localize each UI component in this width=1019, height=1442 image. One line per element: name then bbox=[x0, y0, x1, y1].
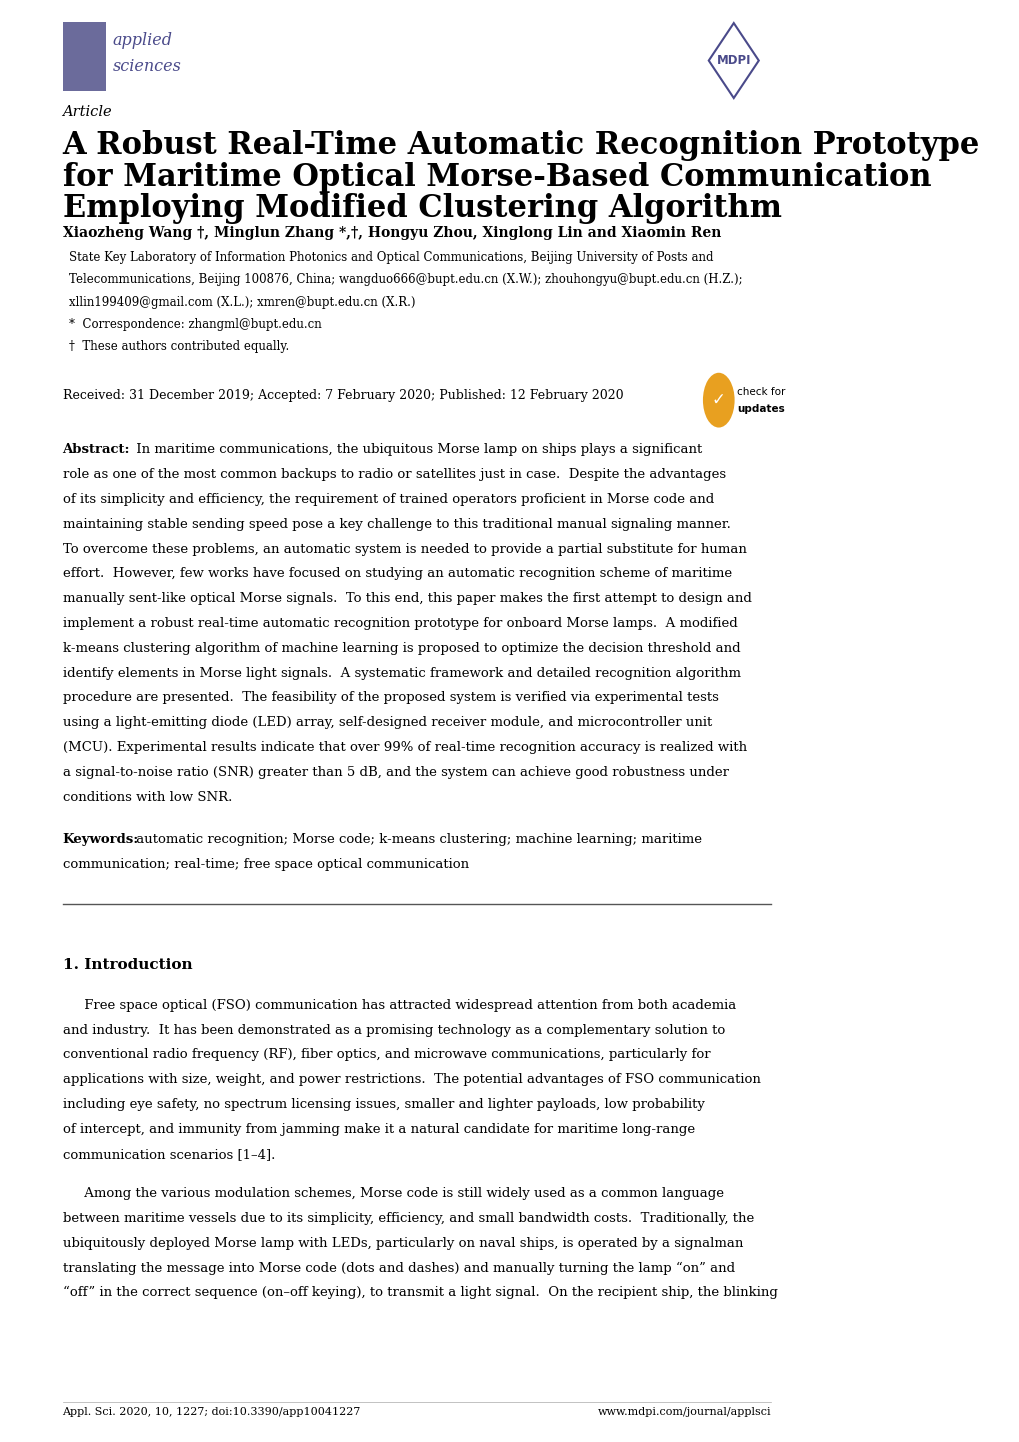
Text: translating the message into Morse code (dots and dashes) and manually turning t: translating the message into Morse code … bbox=[62, 1262, 734, 1275]
Text: of its simplicity and efficiency, the requirement of trained operators proficien: of its simplicity and efficiency, the re… bbox=[62, 493, 713, 506]
Text: sciences: sciences bbox=[112, 58, 181, 75]
Text: role as one of the most common backups to radio or satellites just in case.  Des: role as one of the most common backups t… bbox=[62, 469, 725, 482]
Text: of intercept, and immunity from jamming make it a natural candidate for maritime: of intercept, and immunity from jamming … bbox=[62, 1123, 694, 1136]
Text: communication scenarios [1–4].: communication scenarios [1–4]. bbox=[62, 1148, 275, 1161]
Text: maintaining stable sending speed pose a key challenge to this traditional manual: maintaining stable sending speed pose a … bbox=[62, 518, 730, 531]
Text: manually sent-like optical Morse signals.  To this end, this paper makes the fir: manually sent-like optical Morse signals… bbox=[62, 593, 751, 606]
Text: applied: applied bbox=[112, 32, 172, 49]
Text: www.mdpi.com/journal/applsci: www.mdpi.com/journal/applsci bbox=[597, 1407, 770, 1417]
Text: Telecommunications, Beijing 100876, China; wangduo666@bupt.edu.cn (X.W.); zhouho: Telecommunications, Beijing 100876, Chin… bbox=[69, 274, 742, 287]
Text: procedure are presented.  The feasibility of the proposed system is verified via: procedure are presented. The feasibility… bbox=[62, 691, 717, 705]
Text: using a light-emitting diode (LED) array, self-designed receiver module, and mic: using a light-emitting diode (LED) array… bbox=[62, 717, 711, 730]
Text: 1. Introduction: 1. Introduction bbox=[62, 959, 192, 972]
Text: ubiquitously deployed Morse lamp with LEDs, particularly on naval ships, is oper: ubiquitously deployed Morse lamp with LE… bbox=[62, 1236, 742, 1250]
Text: *  Correspondence: zhangml@bupt.edu.cn: * Correspondence: zhangml@bupt.edu.cn bbox=[69, 317, 322, 332]
Text: Abstract:: Abstract: bbox=[62, 443, 129, 457]
Text: a signal-to-noise ratio (SNR) greater than 5 dB, and the system can achieve good: a signal-to-noise ratio (SNR) greater th… bbox=[62, 766, 728, 779]
FancyBboxPatch shape bbox=[62, 22, 106, 91]
Text: Keywords:: Keywords: bbox=[62, 832, 139, 846]
Text: “off” in the correct sequence (on–off keying), to transmit a light signal.  On t: “off” in the correct sequence (on–off ke… bbox=[62, 1286, 776, 1299]
Text: (MCU). Experimental results indicate that over 99% of real-time recognition accu: (MCU). Experimental results indicate tha… bbox=[62, 741, 746, 754]
Text: To overcome these problems, an automatic system is needed to provide a partial s: To overcome these problems, an automatic… bbox=[62, 542, 746, 555]
Text: conventional radio frequency (RF), fiber optics, and microwave communications, p: conventional radio frequency (RF), fiber… bbox=[62, 1048, 709, 1061]
Text: communication; real-time; free space optical communication: communication; real-time; free space opt… bbox=[62, 858, 468, 871]
Text: In maritime communications, the ubiquitous Morse lamp on ships plays a significa: In maritime communications, the ubiquito… bbox=[131, 443, 701, 457]
Text: ✓: ✓ bbox=[711, 391, 725, 410]
Text: MDPI: MDPI bbox=[715, 53, 750, 68]
Text: Among the various modulation schemes, Morse code is still widely used as a commo: Among the various modulation schemes, Mo… bbox=[62, 1187, 722, 1200]
Text: A Robust Real-Time Automatic Recognition Prototype: A Robust Real-Time Automatic Recognition… bbox=[62, 130, 979, 160]
Text: State Key Laboratory of Information Photonics and Optical Communications, Beijin: State Key Laboratory of Information Phot… bbox=[69, 251, 713, 264]
Text: check for: check for bbox=[737, 386, 785, 397]
Text: Appl. Sci. 2020, 10, 1227; doi:10.3390/app10041227: Appl. Sci. 2020, 10, 1227; doi:10.3390/a… bbox=[62, 1407, 361, 1417]
Text: identify elements in Morse light signals.  A systematic framework and detailed r: identify elements in Morse light signals… bbox=[62, 666, 740, 679]
Text: Free space optical (FSO) communication has attracted widespread attention from b: Free space optical (FSO) communication h… bbox=[62, 999, 735, 1012]
Text: applications with size, weight, and power restrictions.  The potential advantage: applications with size, weight, and powe… bbox=[62, 1073, 760, 1086]
Text: implement a robust real-time automatic recognition prototype for onboard Morse l: implement a robust real-time automatic r… bbox=[62, 617, 737, 630]
Circle shape bbox=[702, 372, 734, 427]
Text: updates: updates bbox=[737, 404, 784, 414]
Text: effort.  However, few works have focused on studying an automatic recognition sc: effort. However, few works have focused … bbox=[62, 567, 731, 581]
Text: for Maritime Optical Morse-Based Communication: for Maritime Optical Morse-Based Communi… bbox=[62, 162, 930, 192]
Text: and industry.  It has been demonstrated as a promising technology as a complemen: and industry. It has been demonstrated a… bbox=[62, 1024, 725, 1037]
Text: between maritime vessels due to its simplicity, efficiency, and small bandwidth : between maritime vessels due to its simp… bbox=[62, 1211, 753, 1224]
Text: including eye safety, no spectrum licensing issues, smaller and lighter payloads: including eye safety, no spectrum licens… bbox=[62, 1097, 704, 1112]
Text: Received: 31 December 2019; Accepted: 7 February 2020; Published: 12 February 20: Received: 31 December 2019; Accepted: 7 … bbox=[62, 388, 623, 402]
Text: xllin199409@gmail.com (X.L.); xmren@bupt.edu.cn (X.R.): xllin199409@gmail.com (X.L.); xmren@bupt… bbox=[69, 296, 416, 309]
Text: Article: Article bbox=[62, 105, 112, 120]
Text: Xiaozheng Wang †, Minglun Zhang *,†, Hongyu Zhou, Xinglong Lin and Xiaomin Ren: Xiaozheng Wang †, Minglun Zhang *,†, Hon… bbox=[62, 226, 720, 241]
Text: Employing Modified Clustering Algorithm: Employing Modified Clustering Algorithm bbox=[62, 193, 781, 224]
Text: conditions with low SNR.: conditions with low SNR. bbox=[62, 790, 231, 803]
Text: automatic recognition; Morse code; k-means clustering; machine learning; maritim: automatic recognition; Morse code; k-mea… bbox=[131, 832, 701, 846]
Text: †  These authors contributed equally.: † These authors contributed equally. bbox=[69, 340, 289, 353]
Text: k-means clustering algorithm of machine learning is proposed to optimize the dec: k-means clustering algorithm of machine … bbox=[62, 642, 740, 655]
